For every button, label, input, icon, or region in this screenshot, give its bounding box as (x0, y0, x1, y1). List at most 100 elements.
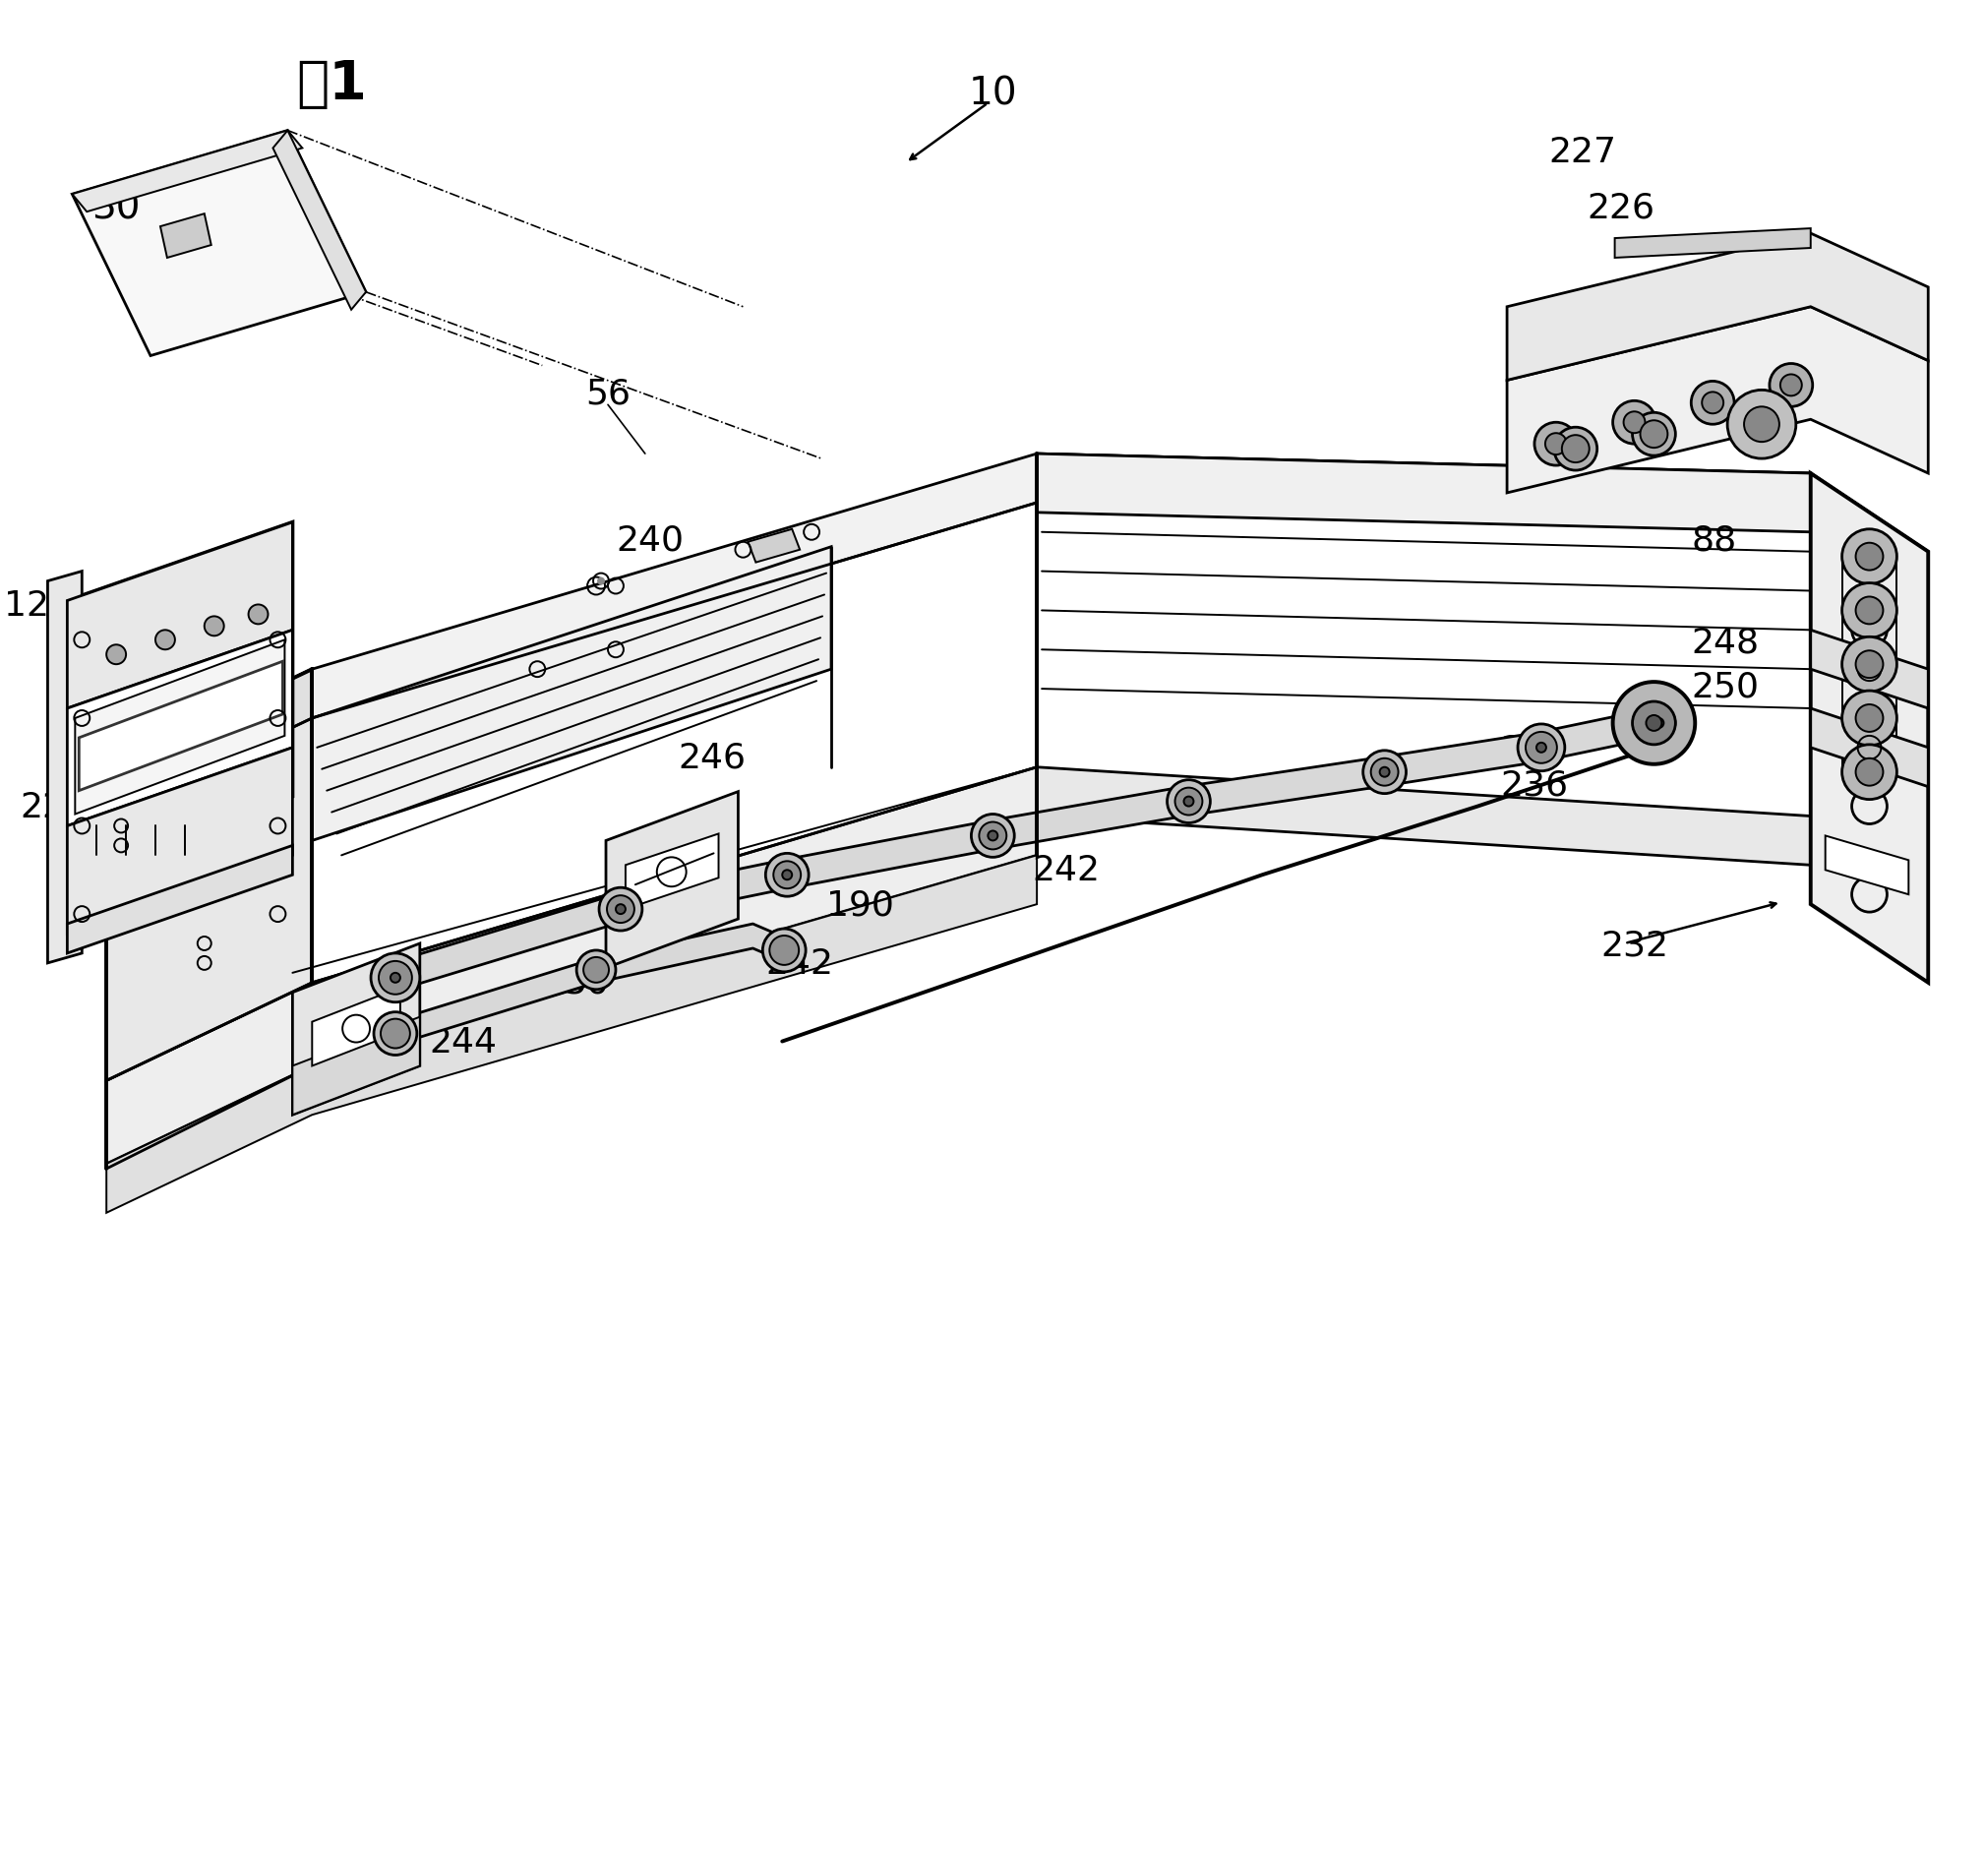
Polygon shape (67, 749, 292, 934)
Polygon shape (107, 855, 1038, 1214)
Circle shape (371, 953, 421, 1002)
Circle shape (391, 974, 401, 983)
Text: 244: 244 (431, 1024, 498, 1058)
Text: 226: 226 (1587, 191, 1655, 225)
Circle shape (774, 861, 802, 889)
Circle shape (1633, 702, 1674, 745)
Polygon shape (67, 846, 292, 953)
Text: 248: 248 (1690, 625, 1760, 658)
Circle shape (1379, 767, 1389, 777)
Circle shape (1643, 707, 1674, 741)
Circle shape (381, 1019, 411, 1049)
Text: 250: 250 (1690, 670, 1760, 704)
Text: 242: 242 (766, 947, 833, 979)
Circle shape (766, 854, 809, 897)
Circle shape (1371, 758, 1399, 786)
Text: 24: 24 (137, 878, 183, 912)
Polygon shape (107, 454, 1811, 816)
Text: 10: 10 (968, 75, 1018, 113)
Circle shape (1841, 745, 1897, 799)
Polygon shape (292, 944, 421, 1114)
Circle shape (1841, 638, 1897, 692)
Circle shape (1635, 700, 1682, 749)
Circle shape (1633, 413, 1674, 456)
Polygon shape (391, 709, 1655, 992)
Polygon shape (311, 989, 401, 1066)
Circle shape (248, 606, 268, 625)
Polygon shape (1038, 454, 1928, 612)
Circle shape (1184, 797, 1194, 807)
Text: 236: 236 (1500, 769, 1567, 801)
Circle shape (379, 962, 413, 994)
Circle shape (1655, 719, 1665, 728)
Polygon shape (71, 131, 365, 356)
Polygon shape (1825, 837, 1909, 895)
Polygon shape (1508, 308, 1928, 493)
Text: 22: 22 (20, 790, 65, 824)
Circle shape (1855, 544, 1883, 570)
Circle shape (1841, 583, 1897, 638)
Polygon shape (292, 1017, 421, 1114)
Text: 30: 30 (91, 189, 141, 227)
Polygon shape (107, 670, 311, 816)
Circle shape (1702, 392, 1724, 415)
Text: 246: 246 (679, 741, 746, 775)
Circle shape (1526, 732, 1557, 764)
Text: 50: 50 (563, 966, 609, 1000)
Circle shape (1855, 758, 1883, 786)
Circle shape (1613, 683, 1694, 765)
Circle shape (577, 951, 615, 991)
Text: 240: 240 (617, 523, 684, 557)
Circle shape (1855, 705, 1883, 732)
Text: 12: 12 (4, 589, 50, 623)
Circle shape (978, 822, 1006, 850)
Polygon shape (1811, 709, 1928, 788)
Circle shape (1770, 364, 1813, 407)
Circle shape (1175, 788, 1202, 816)
Circle shape (1553, 428, 1597, 471)
Circle shape (972, 814, 1014, 857)
Circle shape (1647, 717, 1663, 732)
Circle shape (1855, 597, 1883, 625)
Polygon shape (161, 214, 210, 259)
Polygon shape (48, 572, 81, 964)
Polygon shape (748, 529, 800, 563)
Text: 34: 34 (113, 844, 157, 878)
Circle shape (762, 929, 806, 972)
Polygon shape (274, 131, 365, 310)
Polygon shape (67, 523, 292, 876)
Polygon shape (1038, 767, 1928, 934)
Circle shape (1613, 401, 1657, 445)
Circle shape (155, 630, 175, 651)
Text: 232: 232 (1601, 929, 1669, 962)
Polygon shape (75, 640, 284, 814)
Polygon shape (625, 835, 718, 910)
Circle shape (1780, 375, 1801, 396)
Circle shape (1363, 750, 1407, 794)
Circle shape (1855, 651, 1883, 679)
Circle shape (770, 936, 800, 966)
Polygon shape (67, 523, 292, 709)
Circle shape (1518, 724, 1565, 771)
Circle shape (1546, 433, 1567, 456)
Circle shape (1841, 690, 1897, 747)
Circle shape (599, 887, 643, 930)
Polygon shape (107, 767, 1038, 1165)
Circle shape (583, 957, 609, 983)
Circle shape (1690, 383, 1734, 426)
Polygon shape (605, 792, 738, 968)
Polygon shape (1811, 630, 1928, 709)
Polygon shape (391, 925, 788, 1047)
Polygon shape (1508, 234, 1928, 381)
Circle shape (1536, 743, 1546, 752)
Polygon shape (1615, 229, 1811, 259)
Text: 图1: 图1 (296, 58, 367, 111)
Circle shape (1744, 407, 1780, 443)
Polygon shape (71, 131, 302, 212)
Text: 227: 227 (1548, 137, 1617, 169)
Circle shape (373, 1013, 417, 1056)
Polygon shape (1038, 454, 1811, 523)
Circle shape (1841, 529, 1897, 585)
Circle shape (782, 870, 792, 880)
Text: 242: 242 (1032, 854, 1101, 887)
